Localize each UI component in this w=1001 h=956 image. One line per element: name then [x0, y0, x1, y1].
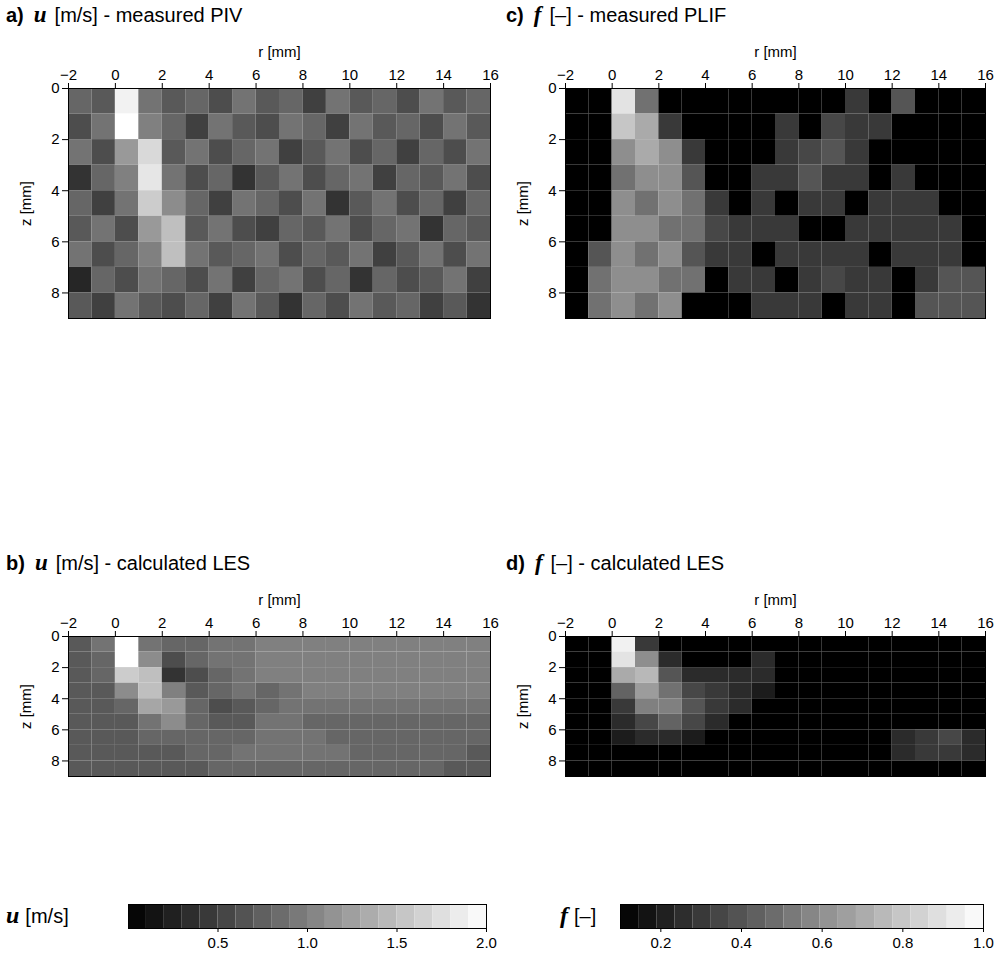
svg-text:z [mm]: z [mm] [514, 684, 531, 729]
svg-text:r [mm]: r [mm] [754, 43, 797, 60]
svg-text:0.4: 0.4 [731, 934, 752, 951]
svg-text:r [mm]: r [mm] [258, 591, 301, 608]
svg-text:0: 0 [608, 66, 616, 83]
svg-text:14: 14 [930, 614, 947, 631]
svg-text:−2: −2 [60, 614, 77, 631]
svg-text:6: 6 [252, 614, 260, 631]
svg-text:4: 4 [701, 66, 709, 83]
svg-text:6: 6 [748, 614, 756, 631]
svg-text:8: 8 [51, 752, 59, 769]
html-text:c): c) [506, 4, 524, 26]
svg-text:14: 14 [930, 66, 947, 83]
html-text:f [–] - measured PLIF: f [–] - measured PLIF [533, 2, 727, 27]
svg-text:4: 4 [51, 690, 59, 707]
svg-text:r [mm]: r [mm] [258, 43, 301, 60]
svg-text:8: 8 [795, 614, 803, 631]
svg-text:4: 4 [205, 66, 213, 83]
svg-text:16: 16 [482, 614, 499, 631]
svg-text:16: 16 [977, 66, 994, 83]
svg-text:4: 4 [548, 182, 556, 199]
svg-text:6: 6 [252, 66, 260, 83]
svg-text:4: 4 [701, 614, 709, 631]
html-text:a): a) [6, 4, 24, 26]
svg-text:2: 2 [655, 66, 663, 83]
svg-text:2: 2 [51, 130, 59, 147]
svg-text:0: 0 [548, 627, 556, 644]
svg-text:10: 10 [837, 614, 854, 631]
svg-text:2.0: 2.0 [476, 934, 497, 951]
svg-text:z [mm]: z [mm] [514, 181, 531, 226]
svg-text:10: 10 [837, 66, 854, 83]
svg-text:2: 2 [548, 130, 556, 147]
html-text:u [m/s] - measured PIV: u [m/s] - measured PIV [33, 2, 243, 27]
svg-text:8: 8 [548, 284, 556, 301]
svg-text:1.0: 1.0 [297, 934, 318, 951]
svg-text:10: 10 [341, 614, 358, 631]
svg-text:0: 0 [548, 79, 556, 96]
svg-text:8: 8 [299, 614, 307, 631]
svg-text:2: 2 [158, 66, 166, 83]
svg-text:4: 4 [51, 182, 59, 199]
svg-text:0: 0 [111, 66, 119, 83]
svg-text:4: 4 [205, 614, 213, 631]
svg-text:8: 8 [299, 66, 307, 83]
svg-text:0: 0 [51, 627, 59, 644]
svg-text:12: 12 [884, 614, 901, 631]
svg-text:14: 14 [435, 66, 452, 83]
svg-text:6: 6 [51, 233, 59, 250]
html-text:u [m/s] - calculated LES: u [m/s] - calculated LES [34, 550, 251, 575]
svg-text:2: 2 [51, 658, 59, 675]
svg-text:z [mm]: z [mm] [17, 181, 34, 226]
svg-text:16: 16 [977, 614, 994, 631]
svg-text:6: 6 [548, 721, 556, 738]
svg-text:16: 16 [482, 66, 499, 83]
html-text:b): b) [6, 552, 25, 574]
svg-text:12: 12 [388, 614, 405, 631]
svg-text:z [mm]: z [mm] [17, 684, 34, 729]
html-text:u [m/s]: u [m/s] [6, 902, 69, 928]
svg-text:1.0: 1.0 [973, 934, 994, 951]
svg-text:6: 6 [548, 233, 556, 250]
svg-text:0: 0 [111, 614, 119, 631]
svg-text:−2: −2 [557, 66, 574, 83]
svg-text:1.5: 1.5 [387, 934, 408, 951]
svg-text:2: 2 [655, 614, 663, 631]
svg-text:0: 0 [51, 79, 59, 96]
svg-text:14: 14 [435, 614, 452, 631]
svg-text:2: 2 [158, 614, 166, 631]
svg-text:r [mm]: r [mm] [754, 591, 797, 608]
svg-text:12: 12 [884, 66, 901, 83]
svg-text:8: 8 [51, 284, 59, 301]
svg-text:0.8: 0.8 [892, 934, 913, 951]
svg-text:10: 10 [341, 66, 358, 83]
svg-text:−2: −2 [60, 66, 77, 83]
svg-text:6: 6 [51, 721, 59, 738]
svg-text:0.2: 0.2 [650, 934, 671, 951]
svg-text:−2: −2 [557, 614, 574, 631]
svg-text:0.6: 0.6 [812, 934, 833, 951]
svg-text:0: 0 [608, 614, 616, 631]
svg-text:4: 4 [548, 690, 556, 707]
svg-text:6: 6 [748, 66, 756, 83]
svg-text:8: 8 [548, 752, 556, 769]
html-text:d): d) [506, 552, 525, 574]
html-text:f [–]: f [–] [560, 902, 597, 928]
svg-text:8: 8 [795, 66, 803, 83]
svg-text:2: 2 [548, 658, 556, 675]
svg-text:0.5: 0.5 [208, 934, 229, 951]
svg-text:12: 12 [388, 66, 405, 83]
html-text:f [–] - calculated LES: f [–] - calculated LES [534, 550, 724, 575]
